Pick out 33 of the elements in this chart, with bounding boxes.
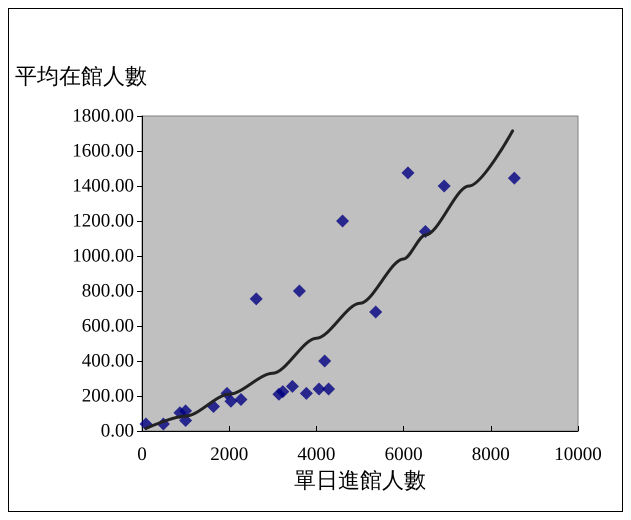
point [312,382,326,396]
point [286,380,299,393]
y-tick-label: 1800.00 [72,106,134,126]
point [234,393,248,406]
point [369,306,382,318]
y-tick-label: 200.00 [82,386,134,406]
y-axis-title: 平均在館人數 [15,64,147,88]
y-tick-label: 1400.00 [72,176,134,196]
y-tick-label: 0.00 [100,420,134,442]
y-tick-label: 1600.00 [72,140,134,162]
point [250,292,263,306]
x-tick-label: 2000 [210,444,248,465]
point [438,180,451,192]
point [318,354,332,368]
y-tick-label: 400.00 [82,350,134,372]
x-tick-label: 6000 [384,444,423,465]
y-tick-label: 1200.00 [72,210,134,232]
y-tick-label: 600.00 [82,316,134,336]
point [336,214,350,228]
point [276,385,290,398]
point [508,172,521,185]
x-tick-label: 4000 [297,444,336,465]
x-tick-label: 8000 [472,444,510,465]
y-tick-label: 800.00 [82,280,134,302]
x-tick-label: 10000 [554,444,602,465]
point [401,166,414,180]
point [300,386,313,400]
y-tick-label: 1000.00 [72,246,134,266]
point [224,394,238,408]
point [292,284,306,298]
point [322,382,336,396]
x-axis-title: 單日進館人數 [294,468,426,492]
x-tick-label: 0 [137,444,147,465]
